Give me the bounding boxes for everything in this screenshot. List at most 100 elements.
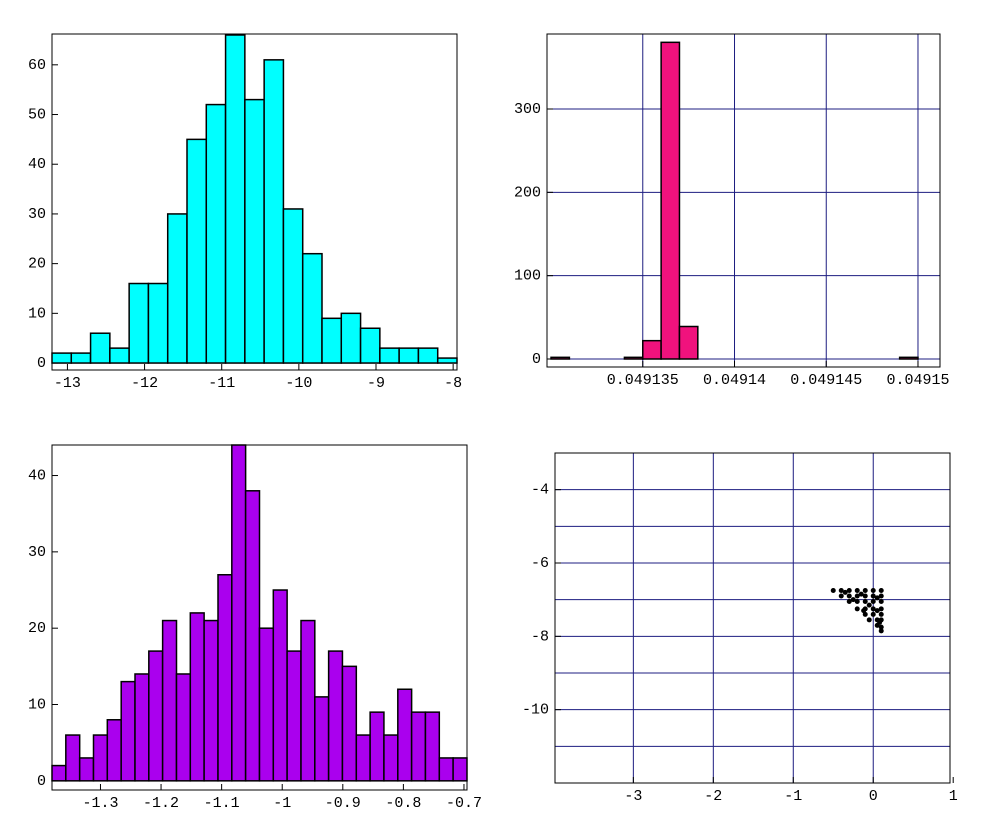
bar: [89, 332, 111, 364]
point: [870, 599, 876, 604]
point: [838, 593, 844, 599]
plot-frame: [554, 452, 951, 784]
bar: [678, 325, 699, 360]
y-tick-label: 100: [514, 268, 541, 285]
x-tick-label: 0.04915: [886, 372, 949, 389]
x-tick-label: -1.2: [143, 795, 179, 812]
bar: [186, 138, 208, 364]
bar: [359, 327, 381, 364]
point: [846, 593, 852, 599]
bar: [301, 252, 323, 364]
y-tick-label: 30: [28, 206, 46, 223]
bar: [550, 356, 571, 360]
point: [850, 597, 856, 603]
bar: [106, 719, 122, 782]
bar: [263, 59, 285, 364]
bar: [424, 711, 441, 782]
bar: [397, 688, 413, 782]
plot-frame: [51, 33, 458, 371]
bar: [109, 347, 130, 364]
bar: [258, 627, 275, 782]
x-tick-label: -2: [704, 788, 722, 805]
x-tick-label: -1: [784, 788, 802, 805]
bar: [898, 356, 919, 360]
bar: [436, 357, 458, 364]
point: [866, 602, 872, 608]
y-tick-label: 200: [514, 184, 541, 201]
bar: [128, 282, 150, 364]
bar: [78, 757, 95, 782]
bar: [148, 650, 164, 782]
point: [842, 589, 848, 595]
x-tick-label: -1: [273, 795, 291, 812]
bar: [272, 589, 288, 782]
bar: [244, 98, 265, 364]
bar: [369, 711, 385, 782]
bar: [205, 103, 227, 364]
point: [862, 593, 868, 599]
y-tick-label: 10: [28, 305, 46, 322]
bar: [286, 650, 302, 782]
point: [878, 611, 884, 617]
bar: [660, 41, 681, 360]
point: [854, 599, 860, 604]
bar: [147, 282, 169, 364]
x-tick-label: -8: [444, 375, 462, 392]
plot-frame: [546, 33, 941, 368]
x-tick-label: -9: [367, 375, 385, 392]
bar: [314, 696, 330, 782]
bar: [65, 734, 81, 782]
bar: [340, 312, 362, 364]
bar: [341, 665, 358, 782]
point: [846, 588, 852, 593]
bar: [282, 208, 304, 364]
bar: [70, 352, 92, 364]
x-tick-label: -1.3: [82, 795, 118, 812]
bar: [51, 764, 67, 782]
bar: [623, 356, 644, 360]
point: [874, 595, 880, 601]
x-tick-label: 0: [869, 788, 878, 805]
bar: [452, 757, 468, 782]
plot-frame: [51, 444, 468, 791]
x-tick-label: -11: [208, 375, 235, 392]
bar: [642, 339, 662, 360]
y-tick-label: 10: [28, 696, 46, 713]
bar: [398, 347, 420, 364]
point: [854, 606, 860, 612]
point: [862, 599, 868, 604]
point: [874, 608, 880, 614]
x-tick-label: 0.04914: [703, 372, 766, 389]
bar: [327, 650, 344, 782]
y-tick-label: -6: [531, 555, 549, 572]
x-tick-label: -0.7: [446, 795, 482, 812]
y-tick-label: 0: [37, 355, 46, 372]
y-tick-label: 0: [37, 773, 46, 790]
y-tick-label: 20: [28, 620, 46, 637]
x-tick-label: -3: [624, 788, 642, 805]
bar: [438, 757, 454, 782]
point: [838, 588, 844, 593]
y-tick-label: 30: [28, 544, 46, 561]
x-tick-label: 0.049145: [790, 372, 862, 389]
point: [878, 593, 884, 599]
point: [870, 606, 876, 612]
bar: [410, 711, 427, 782]
bar: [224, 34, 246, 364]
bar: [379, 347, 400, 364]
bar: [217, 574, 233, 782]
bar: [166, 213, 188, 364]
bar: [161, 619, 178, 782]
point: [854, 588, 860, 593]
point: [866, 617, 872, 623]
point: [830, 588, 836, 593]
bar: [417, 347, 439, 364]
point: [846, 599, 852, 604]
bar: [300, 619, 316, 782]
point: [870, 588, 876, 593]
bar: [175, 673, 192, 782]
y-tick-label: -8: [531, 628, 549, 645]
x-tick-label: -1.1: [204, 795, 240, 812]
y-tick-label: 20: [28, 256, 46, 273]
